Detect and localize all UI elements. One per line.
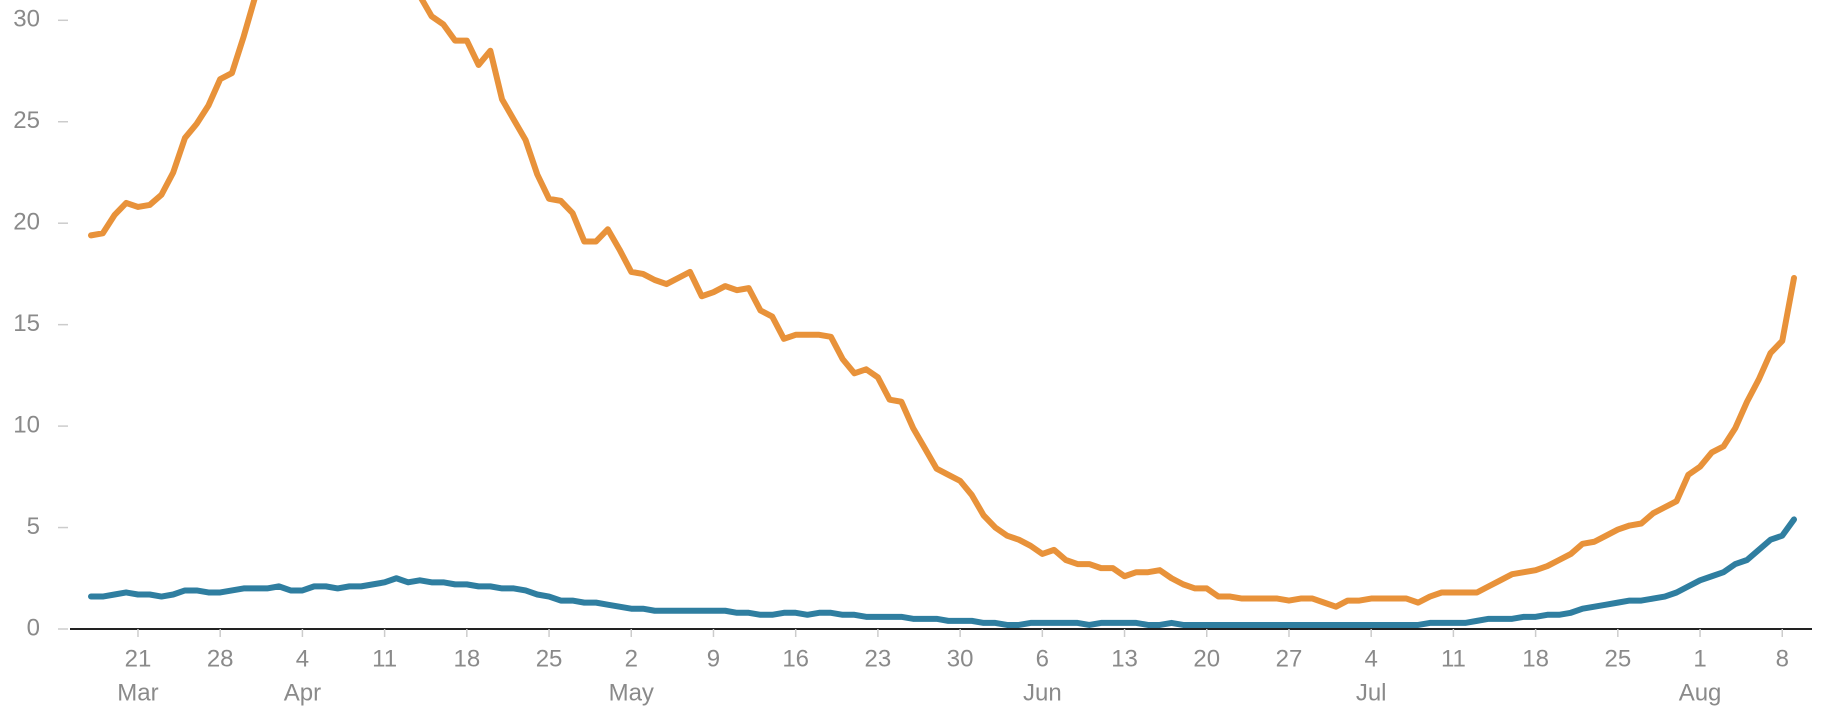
y-tick-label: 25 xyxy=(13,107,40,134)
plot-area xyxy=(88,0,1797,628)
x-tick-label: 16 xyxy=(782,645,809,672)
month-label: May xyxy=(609,679,654,706)
month-label: Jul xyxy=(1356,679,1387,706)
x-tick-label: 25 xyxy=(1604,645,1631,672)
x-tick-label: 8 xyxy=(1776,645,1789,672)
month-label: Mar xyxy=(117,679,158,706)
x-tick-label: 6 xyxy=(1036,645,1049,672)
y-tick-label: 20 xyxy=(13,209,40,236)
x-tick-label: 30 xyxy=(947,645,974,672)
y-tick-label: 10 xyxy=(13,411,40,438)
x-tick-label: 18 xyxy=(453,645,480,672)
x-tick-label: 2 xyxy=(625,645,638,672)
x-tick-label: 4 xyxy=(1365,645,1378,672)
data-line xyxy=(88,516,1797,628)
data-line xyxy=(88,0,1797,610)
x-tick-label: 28 xyxy=(207,645,234,672)
month-label: Apr xyxy=(284,679,321,706)
y-tick-label: 5 xyxy=(27,513,40,540)
y-tick-label: 15 xyxy=(13,310,40,337)
x-tick-label: 20 xyxy=(1193,645,1220,672)
x-tick-label: 18 xyxy=(1522,645,1549,672)
x-tick-label: 4 xyxy=(296,645,309,672)
x-tick-label: 11 xyxy=(1441,645,1466,672)
x-tick-label: 23 xyxy=(865,645,892,672)
x-tick-label: 27 xyxy=(1276,645,1303,672)
x-tick-label: 25 xyxy=(536,645,563,672)
x-tick-label: 1 xyxy=(1693,645,1706,672)
x-tick-label: 21 xyxy=(125,645,152,672)
y-tick-label: 30 xyxy=(13,6,40,33)
y-tick-label: 0 xyxy=(27,614,40,641)
month-label: Jun xyxy=(1023,679,1062,706)
x-tick-label: 9 xyxy=(707,645,720,672)
month-label: Aug xyxy=(1679,679,1722,706)
x-tick-label: 11 xyxy=(372,645,397,672)
x-tick-label: 13 xyxy=(1111,645,1138,672)
